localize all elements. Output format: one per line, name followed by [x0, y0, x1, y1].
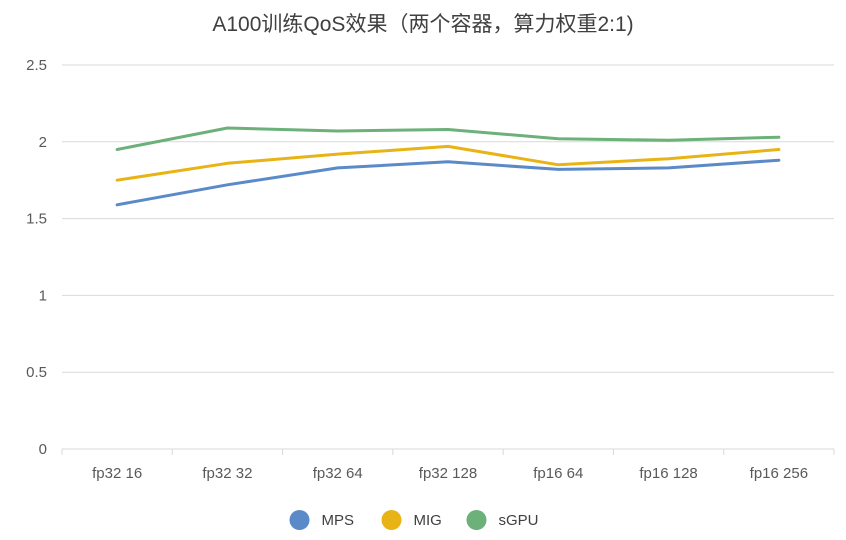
y-tick-label: 0 [39, 441, 47, 458]
x-tick-label: fp16 256 [750, 465, 808, 482]
y-tick-label: 2 [39, 134, 47, 151]
grid-lines [62, 64, 834, 373]
y-tick-label: 2.5 [26, 57, 47, 74]
legend-marker-mps [289, 510, 310, 530]
legend: MPS MIG sGPU [289, 510, 539, 530]
legend-label-mig: MIG [414, 512, 442, 529]
legend-marker-mig [381, 510, 402, 530]
series-line-sgpu [115, 126, 781, 151]
legend-label-sgpu: sGPU [499, 512, 539, 529]
series-lines [115, 126, 781, 207]
y-tick-label: 1 [39, 287, 47, 304]
x-tick-label: fp32 32 [202, 465, 252, 482]
chart-title: A100训练QoS效果（两个容器，算力权重2:1) [212, 13, 634, 36]
legend-marker-sgpu [466, 510, 487, 530]
y-tick-label: 1.5 [26, 211, 47, 228]
x-tick-label: fp32 64 [313, 465, 363, 482]
tick-labels: 0 0.5 1 1.5 2 2.5 fp32 16 fp32 32 fp32 64 fp32 12… [26, 57, 808, 482]
x-tick-label: fp32 128 [419, 465, 477, 482]
x-tick-label: fp32 16 [92, 465, 142, 482]
series-line-mps [115, 158, 781, 207]
series-line-mig [115, 144, 781, 182]
y-tick-label: 0.5 [26, 364, 47, 381]
axes [61, 448, 835, 455]
x-tick-label: fp16 64 [533, 465, 583, 482]
x-tick-label: fp16 128 [639, 465, 697, 482]
legend-label-mps: MPS [322, 512, 355, 529]
